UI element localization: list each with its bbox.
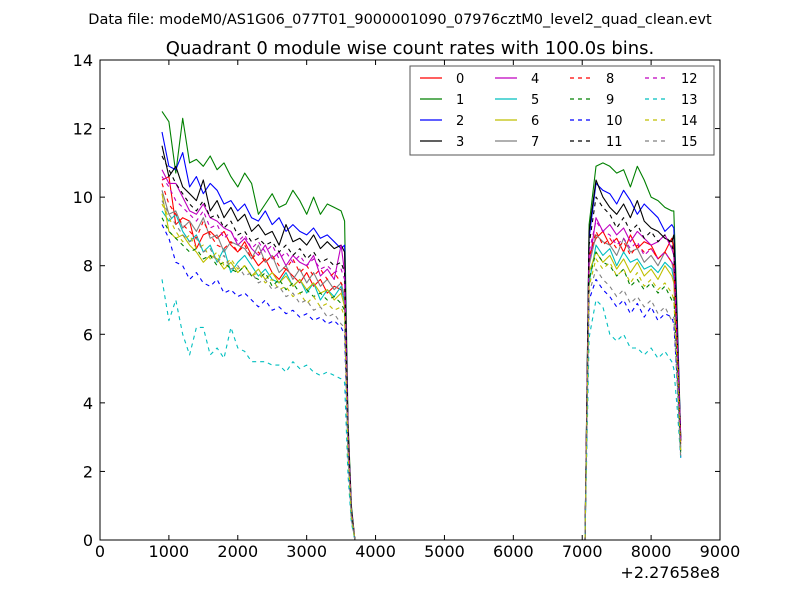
plot-frame (99, 59, 721, 541)
y-tick-label: 6 (83, 325, 93, 344)
legend-label-15: 15 (681, 135, 698, 150)
chart-title: Quadrant 0 module wise count rates with … (166, 38, 655, 59)
series-line-11 (161, 155, 682, 541)
x-tick-label: 9000 (700, 542, 741, 561)
legend-label-1: 1 (456, 93, 464, 108)
series-line-9 (161, 217, 682, 541)
y-tick-label: 12 (73, 120, 93, 139)
legend-box (409, 65, 715, 156)
legend-label-6: 6 (531, 114, 539, 129)
legend-label-0: 0 (456, 72, 464, 87)
x-tick-label: 4000 (355, 542, 396, 561)
legend-label-14: 14 (681, 114, 698, 129)
series-line-13 (161, 279, 682, 541)
legend-label-10: 10 (606, 114, 623, 129)
legend-label-12: 12 (681, 72, 698, 87)
y-tick-label: 2 (83, 462, 93, 481)
file-caption: Data file: modeM0/AS1G06_077T01_90000010… (88, 12, 712, 28)
legend-label-9: 9 (606, 93, 614, 108)
x-tick-label: 2000 (217, 542, 258, 561)
legend-label-7: 7 (531, 135, 539, 150)
series-line-12 (161, 176, 682, 541)
y-tick-label: 4 (83, 394, 93, 413)
y-tick-label: 14 (73, 51, 93, 70)
y-tick-label: 0 (83, 531, 93, 550)
x-tick-label: 0 (95, 542, 105, 561)
y-tick-label: 10 (73, 188, 93, 207)
x-tick-label: 7000 (562, 542, 603, 561)
x-tick-label: 1000 (149, 542, 190, 561)
series-layer (161, 111, 682, 541)
legend-label-11: 11 (606, 135, 623, 150)
legend-label-4: 4 (531, 72, 539, 87)
legend-label-2: 2 (456, 114, 464, 129)
x-tick-label: 5000 (424, 542, 465, 561)
x-tick-label: 3000 (286, 542, 327, 561)
legend-label-3: 3 (456, 135, 464, 150)
y-tick-label: 8 (83, 257, 93, 276)
series-line-8 (161, 183, 682, 541)
x-tick-label: 8000 (631, 542, 672, 561)
x-tick-label: 6000 (493, 542, 534, 561)
legend-label-13: 13 (681, 93, 698, 108)
x-offset-label: +2.27658e8 (620, 563, 720, 582)
legend-label-8: 8 (606, 72, 614, 87)
legend-label-5: 5 (531, 93, 539, 108)
x-axis: 0 1000 2000 3000 4000 5000 6000 7000 8000 9000 (95, 60, 740, 561)
series-line-14 (161, 203, 682, 541)
